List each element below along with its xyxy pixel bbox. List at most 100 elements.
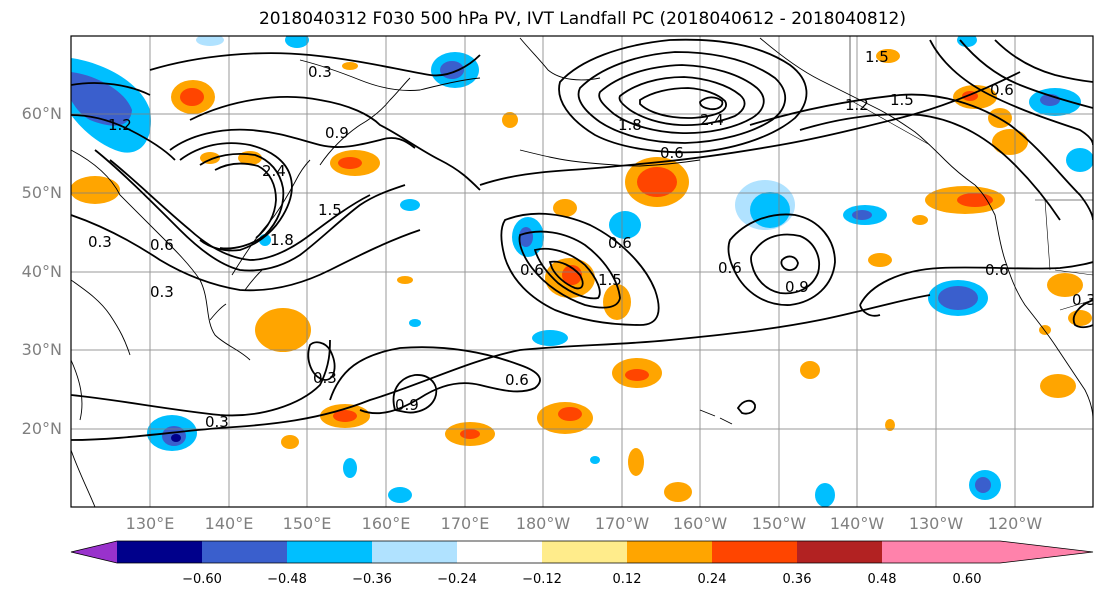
colorbar-tick-label: 0.24 [697, 572, 727, 587]
neg-anomaly-region [196, 36, 224, 46]
contour-label: 1.8 [270, 231, 294, 249]
colorbar-tick-label: 0.60 [952, 572, 982, 587]
pos-anomaly-region [868, 253, 892, 267]
contour-label: 0.3 [313, 369, 337, 387]
contour-label: 0.3 [205, 413, 229, 431]
pv-contour [1072, 299, 1093, 329]
pv-contour [518, 230, 621, 309]
lon-label: 160°E [361, 514, 411, 533]
pv-contour [959, 39, 1093, 109]
contour-label: 1.5 [598, 271, 622, 289]
colorbar-segment [457, 541, 542, 563]
asia-coastline [71, 149, 251, 507]
lon-label: 180°W [515, 514, 571, 533]
lon-label: 160°W [672, 514, 728, 533]
pos-anomaly-core [338, 157, 362, 169]
pos-anomaly-core [957, 193, 993, 207]
pv-contour [558, 38, 808, 154]
pv-contour [639, 87, 728, 119]
kamchatka-coastline [299, 59, 481, 166]
north-america-coastline [974, 184, 1093, 421]
neg-anomaly-core [938, 286, 978, 310]
colorbar [70, 540, 1094, 564]
lon-label: 130°E [125, 514, 175, 533]
pv-contour [749, 93, 1093, 221]
colorbar-segment [202, 541, 287, 563]
map-frame [70, 35, 1094, 508]
pos-anomaly-region [664, 482, 692, 502]
colorbar-segment [712, 541, 797, 563]
neg-anomaly-region [532, 330, 568, 346]
hawaii-islands [699, 409, 733, 425]
pv-contour [780, 255, 799, 271]
pos-anomaly-region [397, 276, 413, 284]
colorbar-tick-label: −0.36 [352, 572, 392, 587]
japan-coastline [209, 159, 311, 321]
pos-anomaly-region [281, 435, 299, 449]
colorbar-segment [372, 541, 457, 563]
contour-label: 0.6 [608, 234, 632, 252]
lon-label: 170°E [440, 514, 490, 533]
pv-contour [479, 71, 1021, 186]
colorbar-tick-label: −0.24 [437, 572, 477, 587]
pv-contour [799, 113, 1061, 221]
neg-anomaly-region [388, 487, 412, 503]
pv-contour [179, 142, 293, 252]
pos-anomaly-region [912, 215, 928, 225]
contour-label: 0.6 [990, 81, 1014, 99]
lon-label: 140°W [829, 514, 885, 533]
pv-contour [994, 39, 1093, 83]
pos-anomaly-core [180, 88, 204, 106]
state-borders [1035, 199, 1093, 311]
pos-anomaly-core [562, 265, 582, 285]
pos-anomaly-region [71, 176, 120, 204]
pos-anomaly-region [1040, 374, 1076, 398]
neg-anomaly-region [400, 199, 420, 211]
pv-contour [598, 64, 765, 134]
pv-contour [307, 341, 336, 381]
pv-contour [392, 374, 438, 414]
lat-label: 20°N [21, 419, 62, 438]
contour-label: 2.4 [700, 111, 724, 129]
colorbar-tick-label: −0.60 [182, 572, 222, 587]
pv-contours [71, 38, 1093, 441]
pos-anomaly-core [625, 369, 649, 381]
colorbar-segment [542, 541, 627, 563]
colorbar-segment [117, 541, 202, 563]
contour-label: 0.6 [150, 236, 174, 254]
pos-anomaly-region [342, 62, 358, 70]
lon-label: 130°W [908, 514, 964, 533]
lat-label: 60°N [21, 104, 62, 123]
neg-anomaly-core [171, 434, 181, 442]
contour-label: 0.9 [325, 124, 349, 142]
contour-label: 1.5 [865, 48, 889, 66]
neg-anomaly-region [750, 192, 790, 228]
colorbar-tick-label: 0.48 [867, 572, 897, 587]
pos-anomaly-region [603, 284, 631, 320]
contour-label: 1.5 [890, 91, 914, 109]
pos-anomaly-region [1068, 310, 1092, 326]
colorbar-tick-label: −0.12 [522, 572, 562, 587]
neg-anomaly-core [852, 210, 872, 220]
pos-anomaly-region [800, 361, 820, 379]
colorbar-segment [287, 541, 372, 563]
pv-contour [577, 51, 787, 144]
neg-anomaly-region [815, 483, 835, 507]
contour-label: 1.5 [318, 201, 342, 219]
colorbar-tick-label: 0.12 [612, 572, 642, 587]
map-title: 2018040312 F030 500 hPa PV, IVT Landfall… [258, 9, 906, 29]
pos-anomaly-region [1039, 325, 1051, 335]
coastlines [71, 36, 1093, 507]
pv-contour [727, 213, 836, 306]
pv-contour [548, 260, 584, 290]
colorbar-segment [627, 541, 712, 563]
lat-label: 30°N [21, 340, 62, 359]
contour-label: 0.6 [505, 371, 529, 389]
pv-contour [71, 339, 331, 417]
contour-label: 0.3 [150, 283, 174, 301]
lon-label: 140°E [204, 514, 254, 533]
pv-contour [929, 39, 1093, 146]
neg-anomaly-region [1066, 148, 1093, 172]
map-plot-area: 0.3 1.2 0.9 2.4 1.5 1.8 0.6 0.3 0.3 0.3 … [71, 36, 1093, 507]
